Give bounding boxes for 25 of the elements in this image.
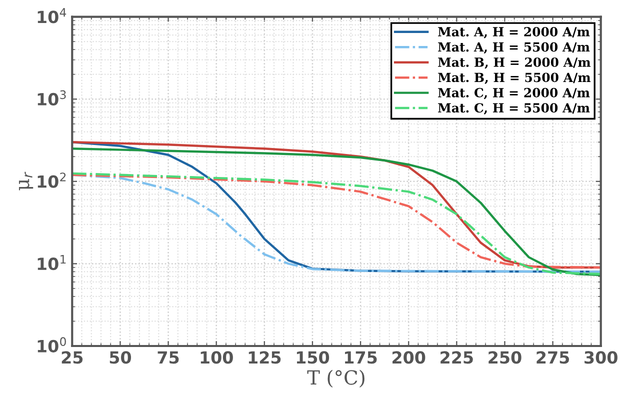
x-tick-label: 125 xyxy=(248,351,281,364)
legend-label: Mat. C, H = 2000 A/m xyxy=(438,88,590,100)
legend-label: Mat. B, H = 2000 A/m xyxy=(438,57,591,69)
y-tick-label: 10$^{4}$ xyxy=(38,8,66,24)
y-tick-label: 10$^{3}$ xyxy=(38,90,66,106)
legend-label: Mat. A, H = 2000 A/m xyxy=(438,27,590,38)
x-tick-label: 200 xyxy=(392,351,426,364)
legend-label: Mat. B, H = 5500 A/m xyxy=(438,72,591,84)
x-tick-label: 250 xyxy=(488,351,522,364)
x-axis-title: T (°C) xyxy=(307,370,364,388)
y-axis-title: μ$_{r}$ xyxy=(18,172,34,190)
x-tick-label: 175 xyxy=(345,351,377,364)
legend-label: Mat. C, H = 5500 A/m xyxy=(438,103,590,114)
x-tick-label: 225 xyxy=(440,351,473,364)
x-tick-label: 50 xyxy=(110,351,132,364)
x-tick-label: 150 xyxy=(296,351,330,364)
x-tick-label: 100 xyxy=(200,351,233,364)
y-tick-label: 10$^{1}$ xyxy=(38,255,66,270)
y-tick-label: 10$^{0}$ xyxy=(38,337,66,352)
y-tick-label: 10$^{2}$ xyxy=(38,172,66,188)
x-tick-label: 75 xyxy=(158,351,179,364)
x-tick-label: 275 xyxy=(536,351,570,364)
x-tick-label: 300 xyxy=(584,351,618,364)
x-tick-label: 25 xyxy=(62,351,83,364)
legend-label: Mat. A, H = 5500 A/m xyxy=(438,42,590,54)
